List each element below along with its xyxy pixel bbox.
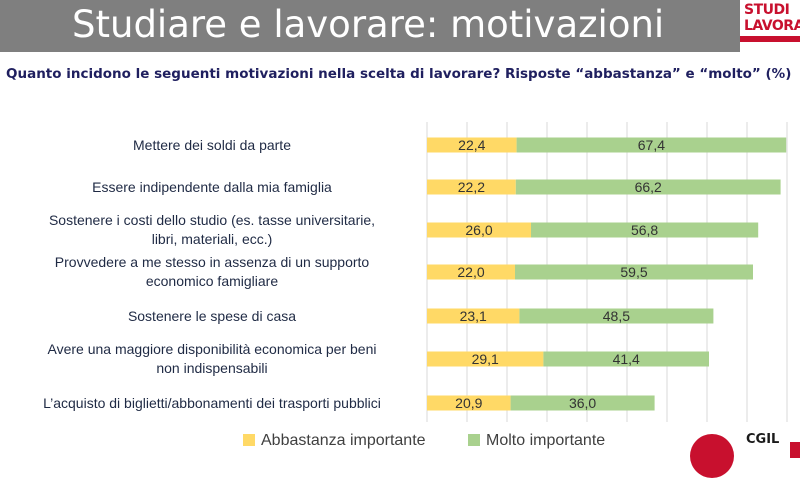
data-label-abbastanza: 20,9 — [455, 395, 482, 411]
bar-molto — [543, 351, 709, 367]
data-label-molto: 66,2 — [635, 179, 662, 195]
category-label-line: Sostenere le spese di casa — [127, 307, 297, 324]
category-label-line: Essere indipendente dalla mia famiglia — [92, 178, 332, 195]
title-bar: Studiare e lavorare: motivazioni — [0, 0, 740, 52]
data-label-abbastanza: 22,0 — [457, 264, 484, 280]
category-label-line: Sostenere i costi dello studio (es. tass… — [48, 212, 376, 228]
data-label-molto: 48,5 — [603, 308, 630, 324]
legend-label-molto: Molto importante — [486, 432, 606, 449]
sun-icon — [690, 434, 734, 478]
logo-line-1: STUDI — [744, 2, 790, 18]
category-label: Essere indipendente dalla mia famiglia — [12, 178, 412, 197]
category-label-line: Provvedere a me stesso in assenza di un … — [54, 254, 370, 270]
legend-label-abbastanza: Abbastanza importante — [261, 432, 426, 449]
legend-item-molto: Molto importante — [468, 432, 605, 452]
logo-line-2: LAVORA — [744, 18, 800, 34]
category-label: Mettere dei soldi da parte — [12, 136, 412, 155]
bar-abbastanza — [427, 222, 531, 238]
bar-abbastanza — [427, 137, 517, 153]
data-label-abbastanza: 26,0 — [465, 222, 492, 238]
flag-icon — [790, 442, 800, 458]
category-label-line: non indispensabili — [156, 360, 268, 376]
studiare-lavorare-logo: STUDI LAVORA — [740, 0, 800, 52]
bar-molto — [531, 222, 759, 238]
category-label-line: Mettere dei soldi da parte — [133, 136, 291, 153]
legend-swatch-molto — [468, 434, 480, 446]
bar-abbastanza — [427, 264, 515, 280]
category-label: Provvedere a me stesso in assenza di un … — [12, 253, 412, 291]
bar-molto — [515, 179, 781, 195]
bar-abbastanza — [427, 351, 544, 367]
category-label-line: libri, materiali, ecc.) — [151, 231, 273, 247]
stacked-bar-chart: 22,4 67,4 22,2 66,2 26,0 56,8 22,0 59,5 23,1 48,5… — [426, 122, 788, 422]
category-label-line: economico famigliare — [145, 273, 279, 289]
bar-molto — [516, 137, 787, 153]
data-label-molto: 59,5 — [620, 264, 647, 280]
bar-abbastanza — [427, 179, 516, 195]
logo-stripe — [740, 36, 800, 42]
data-label-abbastanza: 22,2 — [458, 179, 485, 195]
category-label: L’acquisto di biglietti/abbonamenti dei … — [12, 394, 412, 413]
page-title: Studiare e lavorare: motivazioni — [72, 3, 665, 46]
data-label-molto: 41,4 — [613, 351, 640, 367]
cgil-brand: CGIL — [746, 432, 780, 447]
chart-subtitle: Quanto incidono le seguenti motivazioni … — [6, 66, 792, 82]
bar-abbastanza — [427, 308, 520, 324]
category-label-line: L’acquisto di biglietti/abbonamenti dei … — [43, 394, 381, 411]
data-label-molto: 36,0 — [569, 395, 596, 411]
category-label: Sostenere le spese di casa — [12, 307, 412, 326]
category-label: Sostenere i costi dello studio (es. tass… — [12, 211, 412, 249]
data-label-abbastanza: 29,1 — [472, 351, 499, 367]
cgil-logo: CGIL — [690, 428, 800, 478]
data-label-abbastanza: 23,1 — [460, 308, 487, 324]
legend-swatch-abbastanza — [243, 434, 255, 446]
data-label-molto: 56,8 — [631, 222, 658, 238]
bar-abbastanza — [427, 395, 511, 411]
bar-molto — [515, 264, 753, 280]
bar-molto — [519, 308, 714, 324]
category-label: Avere una maggiore disponibilità economi… — [12, 340, 412, 378]
category-label-line: Avere una maggiore disponibilità economi… — [47, 341, 377, 357]
data-label-molto: 67,4 — [638, 137, 665, 153]
legend-item-abbastanza: Abbastanza importante — [243, 432, 426, 452]
bar-molto — [510, 395, 655, 411]
data-label-abbastanza: 22,4 — [458, 137, 485, 153]
